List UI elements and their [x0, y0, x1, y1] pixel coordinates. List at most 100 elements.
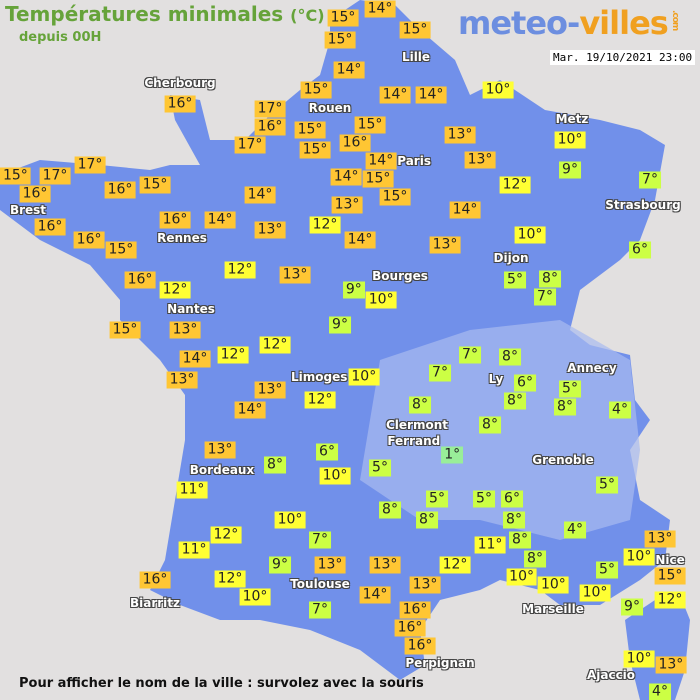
temperature-badge[interactable]: 15°: [139, 176, 171, 194]
temperature-badge[interactable]: 9°: [621, 598, 643, 616]
temperature-badge[interactable]: 6°: [629, 241, 651, 259]
temperature-badge[interactable]: 10°: [554, 131, 586, 149]
temperature-badge[interactable]: 16°: [159, 211, 191, 229]
temperature-badge[interactable]: 13°: [166, 371, 198, 389]
temperature-badge[interactable]: 13°: [254, 221, 286, 239]
temperature-badge[interactable]: 15°: [299, 141, 331, 159]
temperature-badge[interactable]: 8°: [479, 416, 501, 434]
temperature-badge[interactable]: 8°: [264, 456, 286, 474]
temperature-badge[interactable]: 16°: [404, 637, 436, 655]
temperature-badge[interactable]: 10°: [319, 467, 351, 485]
temperature-badge[interactable]: 16°: [254, 118, 286, 135]
temperature-badge[interactable]: 10°: [506, 568, 537, 585]
temperature-badge[interactable]: 12°: [439, 556, 471, 574]
temperature-badge[interactable]: 13°: [369, 556, 401, 574]
temperature-badge[interactable]: 10°: [365, 291, 397, 309]
temperature-badge[interactable]: 5°: [369, 459, 391, 477]
temperature-badge[interactable]: 13°: [464, 151, 496, 169]
temperature-badge[interactable]: 6°: [514, 374, 536, 391]
temperature-badge[interactable]: 1°: [441, 446, 464, 464]
temperature-badge[interactable]: 15°: [109, 321, 141, 339]
temperature-badge[interactable]: 8°: [503, 511, 525, 529]
temperature-badge[interactable]: 13°: [204, 441, 236, 459]
temperature-badge[interactable]: 16°: [164, 95, 196, 113]
temperature-badge[interactable]: 10°: [274, 511, 306, 529]
temperature-badge[interactable]: 13°: [314, 556, 346, 574]
temperature-badge[interactable]: 12°: [304, 391, 336, 409]
temperature-badge[interactable]: 14°: [364, 0, 396, 17]
temperature-badge[interactable]: 12°: [309, 216, 341, 234]
temperature-badge[interactable]: 9°: [342, 281, 365, 299]
temperature-badge[interactable]: 14°: [204, 211, 236, 229]
temperature-badge[interactable]: 17°: [39, 167, 71, 185]
temperature-badge[interactable]: 9°: [559, 161, 581, 179]
temperature-badge[interactable]: 14°: [333, 61, 365, 79]
temperature-badge[interactable]: 15°: [327, 9, 359, 27]
temperature-badge[interactable]: 14°: [344, 231, 376, 249]
temperature-badge[interactable]: 12°: [224, 261, 256, 279]
temperature-badge[interactable]: 5°: [559, 380, 581, 397]
temperature-badge[interactable]: 16°: [339, 134, 371, 152]
temperature-badge[interactable]: 14°: [330, 168, 362, 186]
temperature-badge[interactable]: 13°: [331, 196, 363, 214]
temperature-badge[interactable]: 8°: [409, 396, 431, 414]
temperature-badge[interactable]: 15°: [362, 170, 394, 188]
temperature-badge[interactable]: 16°: [19, 185, 51, 203]
temperature-badge[interactable]: 12°: [654, 591, 686, 609]
temperature-badge[interactable]: 7°: [459, 346, 481, 364]
temperature-badge[interactable]: 15°: [654, 567, 686, 585]
temperature-badge[interactable]: 13°: [655, 656, 687, 674]
temperature-badge[interactable]: 8°: [509, 531, 531, 549]
temperature-badge[interactable]: 14°: [244, 186, 276, 204]
temperature-badge[interactable]: 11°: [178, 541, 210, 559]
temperature-badge[interactable]: 16°: [139, 571, 171, 589]
temperature-badge[interactable]: 5°: [504, 271, 526, 289]
temperature-badge[interactable]: 15°: [105, 241, 137, 259]
temperature-badge[interactable]: 10°: [514, 226, 546, 244]
temperature-badge[interactable]: 17°: [234, 136, 266, 154]
temperature-badge[interactable]: 8°: [499, 348, 521, 366]
temperature-badge[interactable]: 16°: [34, 218, 66, 236]
temperature-badge[interactable]: 4°: [564, 521, 586, 539]
temperature-badge[interactable]: 13°: [444, 126, 476, 144]
temperature-badge[interactable]: 14°: [365, 152, 397, 170]
temperature-badge[interactable]: 8°: [504, 392, 526, 409]
temperature-badge[interactable]: 8°: [524, 550, 546, 567]
temperature-badge[interactable]: 7°: [639, 171, 661, 189]
temperature-badge[interactable]: 14°: [234, 401, 266, 419]
temperature-badge[interactable]: 16°: [399, 601, 431, 619]
temperature-badge[interactable]: 8°: [539, 270, 561, 287]
meteo-villes-logo[interactable]: meteo-villes .com: [458, 4, 680, 42]
temperature-badge[interactable]: 13°: [169, 321, 201, 339]
temperature-badge[interactable]: 17°: [74, 156, 106, 174]
temperature-badge[interactable]: 7°: [309, 601, 331, 619]
temperature-badge[interactable]: 16°: [104, 181, 136, 199]
temperature-badge[interactable]: 14°: [449, 201, 481, 219]
temperature-badge[interactable]: 5°: [596, 476, 618, 494]
temperature-badge[interactable]: 16°: [394, 619, 426, 637]
temperature-badge[interactable]: 14°: [379, 86, 411, 104]
temperature-badge[interactable]: 15°: [379, 188, 411, 206]
temperature-badge[interactable]: 14°: [179, 350, 211, 368]
temperature-badge[interactable]: 15°: [399, 21, 431, 39]
temperature-badge[interactable]: 10°: [348, 368, 380, 386]
temperature-badge[interactable]: 10°: [579, 584, 611, 602]
temperature-badge[interactable]: 13°: [409, 576, 441, 594]
temperature-badge[interactable]: 13°: [254, 381, 286, 399]
temperature-badge[interactable]: 10°: [623, 650, 655, 668]
temperature-badge[interactable]: 10°: [623, 548, 655, 565]
temperature-badge[interactable]: 8°: [416, 511, 438, 529]
temperature-badge[interactable]: 11°: [474, 536, 506, 554]
temperature-badge[interactable]: 5°: [596, 561, 618, 579]
temperature-badge[interactable]: 7°: [534, 288, 556, 305]
temperature-badge[interactable]: 7°: [309, 531, 331, 549]
temperature-badge[interactable]: 5°: [426, 490, 448, 508]
temperature-badge[interactable]: 12°: [210, 526, 242, 544]
temperature-badge[interactable]: 8°: [554, 398, 576, 415]
temperature-badge[interactable]: 10°: [482, 81, 514, 99]
temperature-badge[interactable]: 11°: [176, 481, 208, 499]
temperature-badge[interactable]: 12°: [217, 346, 249, 364]
temperature-badge[interactable]: 4°: [649, 683, 671, 700]
temperature-badge[interactable]: 14°: [415, 86, 447, 104]
temperature-badge[interactable]: 12°: [214, 570, 246, 587]
